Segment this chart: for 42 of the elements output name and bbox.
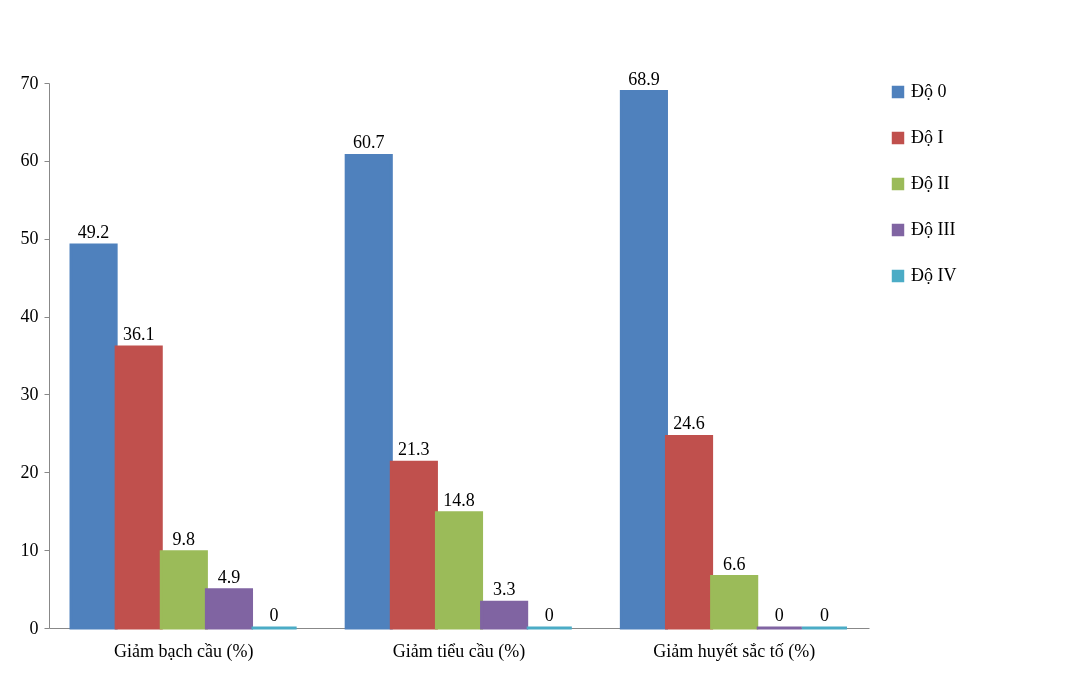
- data-label: 60.7: [352, 132, 385, 153]
- bar: [710, 575, 759, 630]
- data-label: 9.8: [172, 528, 196, 549]
- bar: [114, 345, 163, 630]
- data-label: 3.3: [492, 579, 516, 600]
- bar: [434, 511, 484, 630]
- legend-label: Độ II: [911, 173, 950, 193]
- data-label: 0: [544, 605, 554, 625]
- data-label: 14.8: [443, 489, 475, 510]
- bar: [389, 460, 438, 630]
- bar: [69, 243, 118, 630]
- data-label: 24.6: [673, 413, 705, 434]
- bar: [159, 550, 208, 630]
- legend-label: Độ I: [911, 127, 944, 147]
- y-tick-label: 10: [20, 539, 39, 560]
- x-tick-label: Giảm huyết sắc tố (%): [653, 640, 816, 662]
- y-tick-label: 60: [20, 150, 39, 171]
- data-label: 6.6: [722, 553, 746, 574]
- legend-label: Độ IV: [911, 265, 957, 285]
- data-label: 0: [774, 605, 784, 625]
- y-tick-label: 50: [20, 228, 39, 249]
- y-tick-label: 40: [20, 306, 39, 327]
- legend-label: Độ III: [911, 219, 956, 239]
- x-tick-label: Giảm bạch cầu (%): [114, 640, 254, 662]
- y-tick-label: 20: [20, 461, 39, 482]
- data-label: 0: [269, 605, 279, 625]
- data-label: 4.9: [217, 566, 241, 587]
- y-tick-label: 70: [20, 72, 39, 93]
- bar: [344, 153, 393, 630]
- bar: [480, 600, 529, 630]
- data-label: 0: [819, 605, 829, 625]
- data-label: 21.3: [398, 439, 430, 460]
- legend-label: Độ 0: [911, 81, 947, 101]
- bar: [664, 434, 714, 630]
- x-tick-label: Giảm tiểu cầu (%): [392, 640, 526, 662]
- y-tick-label: 30: [20, 383, 39, 404]
- data-label: 68.9: [628, 68, 660, 89]
- bar: [204, 588, 254, 630]
- data-label: 36.1: [122, 323, 155, 344]
- data-label: 49.2: [77, 221, 110, 242]
- bar: [619, 90, 668, 630]
- y-tick-label: 0: [29, 617, 39, 638]
